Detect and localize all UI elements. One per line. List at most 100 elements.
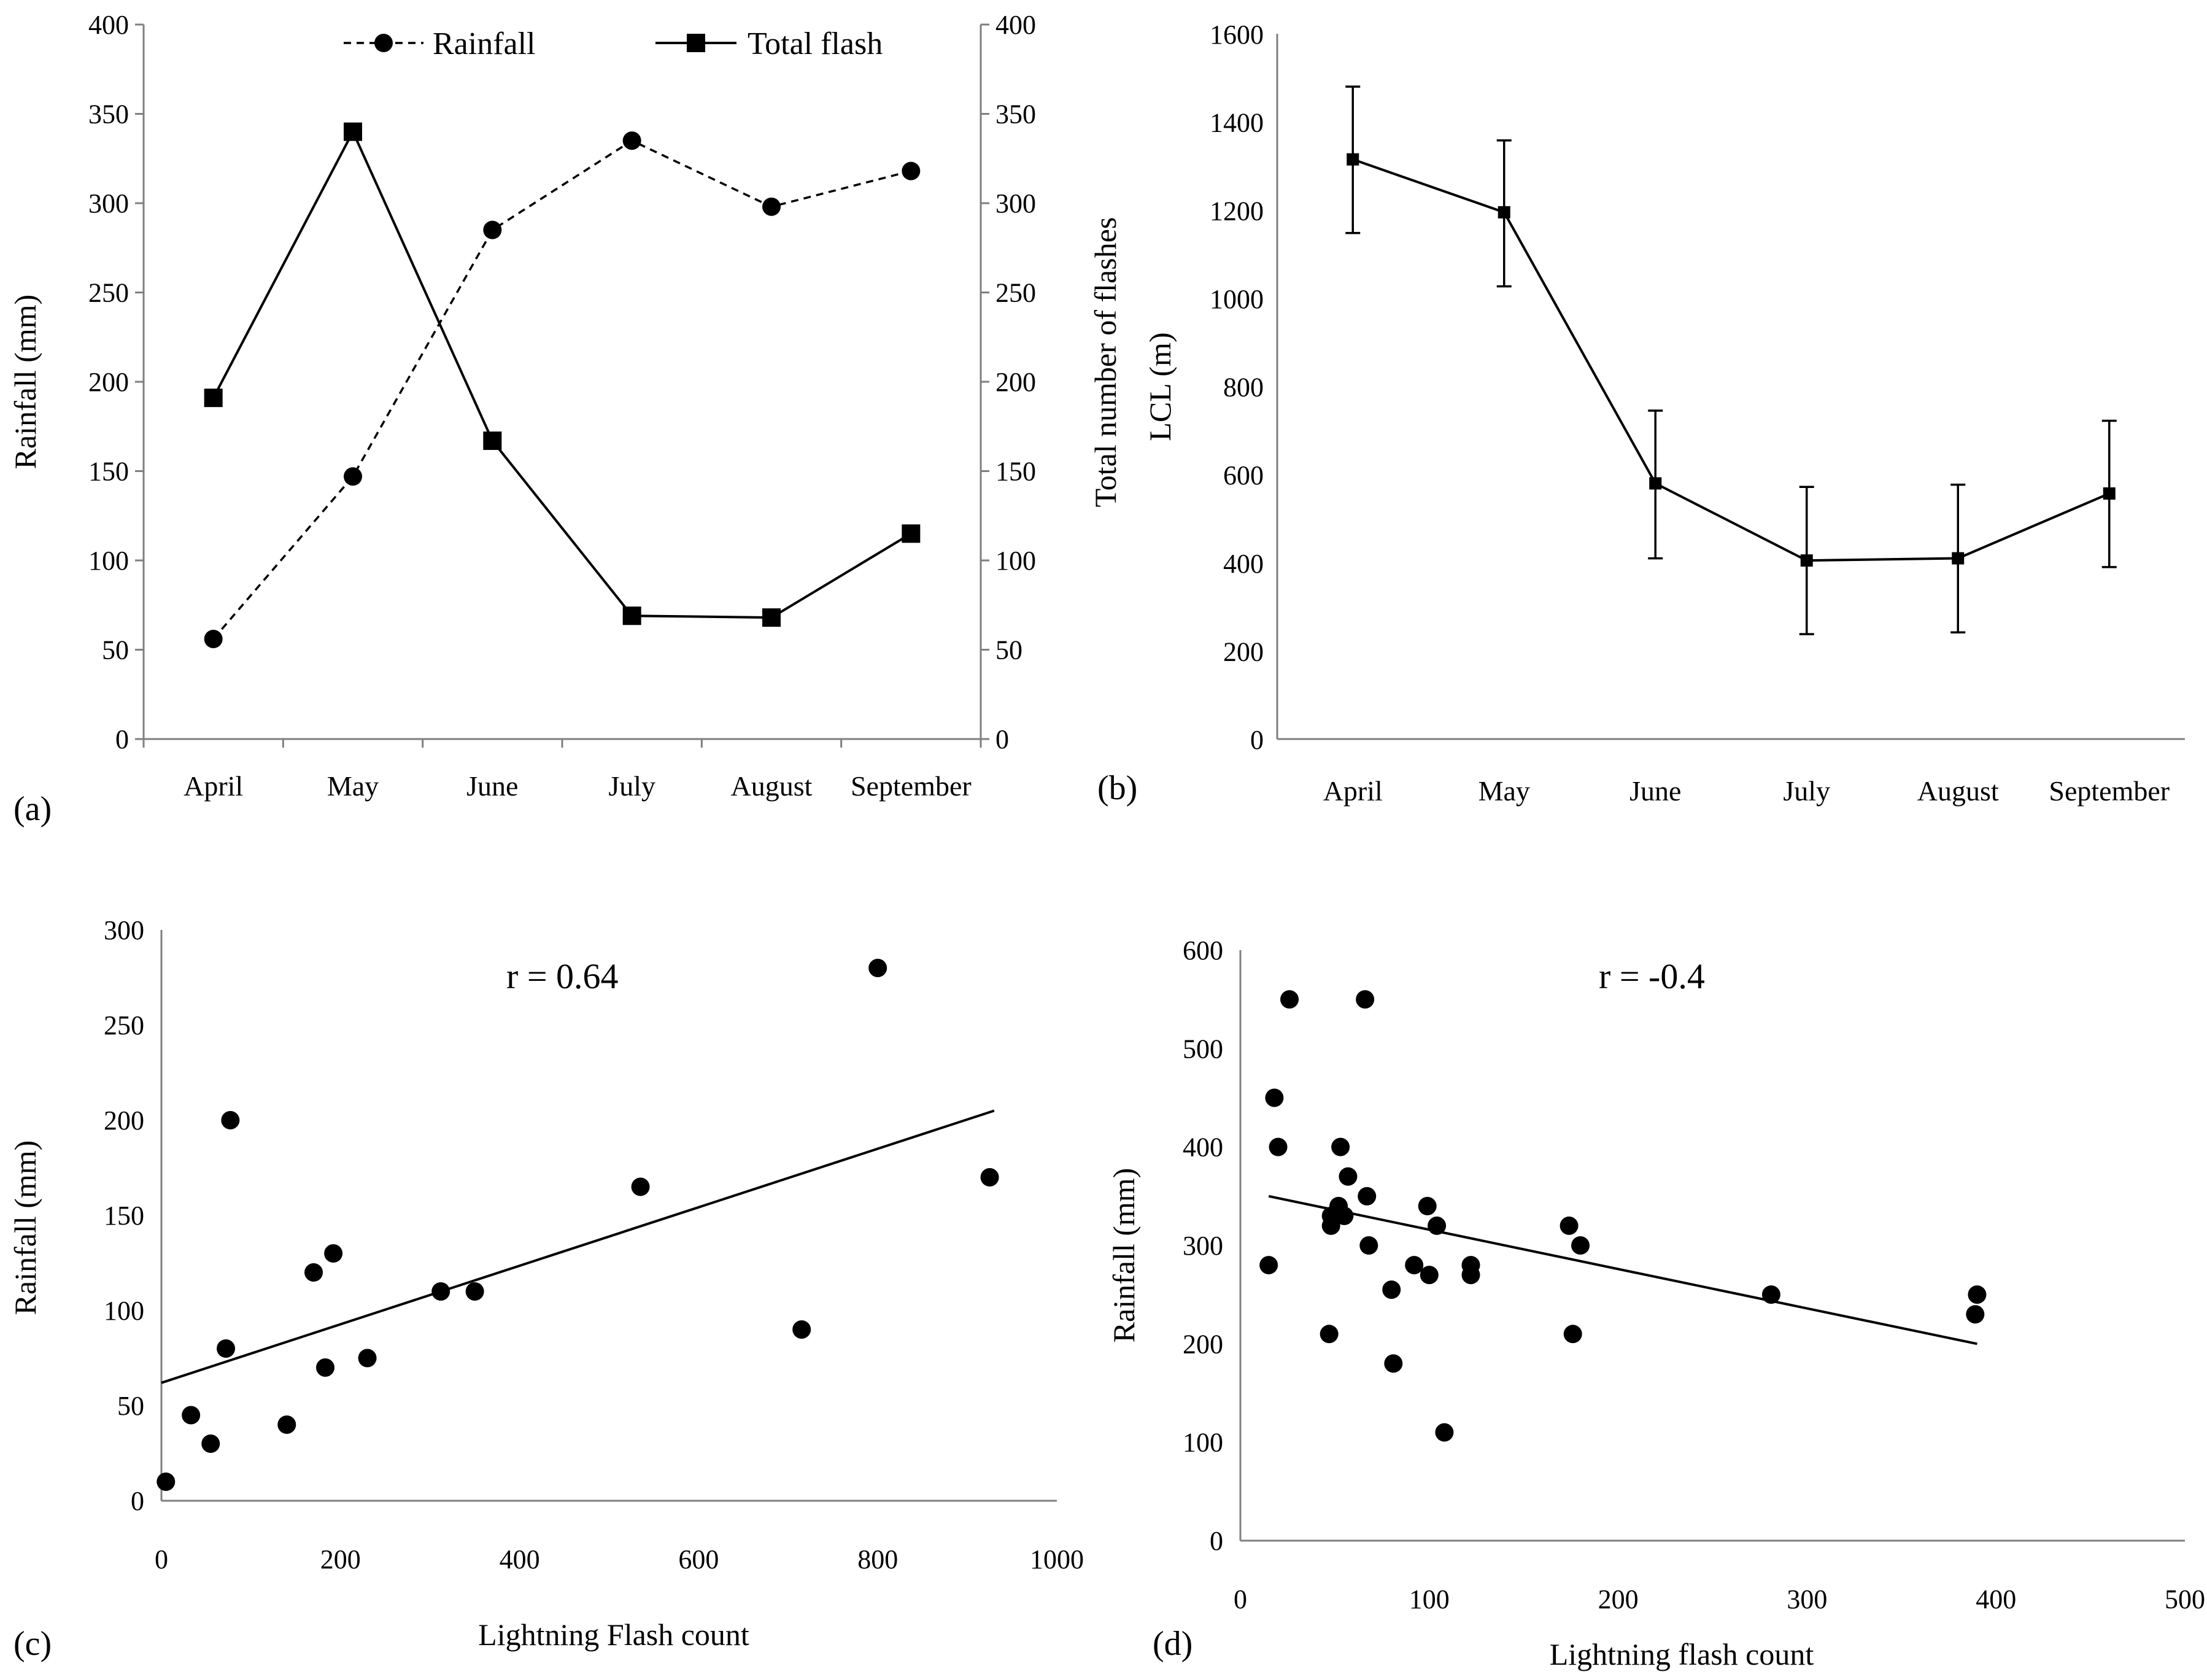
panel-c-data-point	[431, 1282, 450, 1301]
panel-b-y-tick-label: 600	[1223, 460, 1264, 490]
panel-b-category-label: September	[2049, 775, 2170, 807]
panel-c-data-point	[277, 1415, 296, 1434]
panel-a-y2-tick-label: 400	[995, 10, 1036, 40]
panel-d-y-tick-label: 100	[1183, 1428, 1223, 1458]
panel-b-y-tick-label: 0	[1250, 725, 1264, 755]
panel-c-y-label: Rainfall (mm)	[8, 1140, 42, 1315]
panel-d-data-point	[1428, 1216, 1447, 1235]
panel-c-data-point	[182, 1406, 201, 1425]
total-flash-point	[902, 524, 921, 543]
legend-total-flash-label: Total flash	[748, 26, 883, 61]
panel-a-category-label: September	[851, 770, 972, 802]
panel-c-y-tick-label: 300	[104, 915, 144, 945]
panel-a-category-label: April	[184, 770, 243, 802]
panel-d-y-tick-label: 300	[1183, 1231, 1223, 1261]
panel-d-x-tick-label: 100	[1409, 1584, 1450, 1614]
panel-c-data-point	[324, 1244, 343, 1263]
panel-c-x-tick-label: 0	[155, 1544, 168, 1574]
panel-a-y2-tick-label: 150	[995, 457, 1036, 487]
lcl-point	[1498, 206, 1510, 219]
panel-d-data-point	[1269, 1137, 1288, 1156]
lcl-point	[1347, 153, 1359, 166]
panel-b-category-label: August	[1917, 775, 1999, 807]
panel-d-x-tick-label: 500	[2165, 1584, 2205, 1614]
panel-d-label: (d)	[1153, 1625, 1192, 1663]
panel-d-data-point	[1259, 1256, 1278, 1275]
panel-d-data-point	[1761, 1285, 1780, 1304]
panel-d-data-point	[1560, 1216, 1579, 1235]
panel-c-data-point	[792, 1320, 811, 1339]
panel-c: 0 50 100 150 200 250 300 0 200 400 600 800 1000 r =…	[8, 915, 1084, 1663]
panel-d-data-point	[1571, 1236, 1590, 1255]
panel-b-category-label: July	[1783, 775, 1830, 807]
panel-c-y-tick-label: 200	[104, 1105, 144, 1136]
panel-d-x-tick-label: 200	[1598, 1584, 1639, 1614]
panel-b: 0 200 400 600 800 1000 1200 1400 1600 April May Ju…	[1097, 20, 2185, 807]
panel-c-data-point	[868, 959, 887, 977]
rainfall-point	[204, 630, 223, 649]
panel-c-data-point	[465, 1282, 484, 1301]
panel-d-data-point	[1966, 1305, 1985, 1324]
panel-b-y-tick-label: 1200	[1210, 196, 1264, 226]
panel-a: 0 50 100 150 200 250 300 350 400 0 50 100 150 200 250…	[8, 10, 1123, 828]
panel-a-y-tick-label: 50	[102, 635, 129, 665]
panel-c-data-point	[631, 1177, 650, 1196]
panel-b-category-label: April	[1323, 775, 1383, 807]
rainfall-point	[902, 161, 921, 180]
total-flash-series-line	[212, 129, 912, 619]
panel-c-data-point	[221, 1111, 240, 1129]
panel-a-y2-tick-label: 350	[995, 99, 1036, 130]
panel-a-category-label: July	[608, 770, 655, 802]
lcl-series-line	[1352, 158, 2110, 562]
panel-d-y-tick-label: 400	[1183, 1132, 1223, 1163]
rainfall-series-line	[212, 139, 911, 640]
panel-d-data-point	[1435, 1423, 1454, 1442]
panel-d-y-tick-label: 200	[1183, 1329, 1223, 1359]
panel-d-x-tick-label: 0	[1234, 1584, 1247, 1614]
legend-rainfall-label: Rainfall	[433, 26, 536, 61]
panel-a-y2-tick-label: 250	[995, 278, 1036, 308]
panel-d-data-point	[1968, 1285, 1987, 1304]
panel-a-y2-tick-label: 50	[995, 635, 1022, 665]
panel-b-label: (b)	[1097, 769, 1137, 807]
total-flash-point	[622, 606, 641, 625]
panel-c-data-point	[358, 1349, 377, 1368]
legend-total-flash-marker	[687, 34, 705, 52]
panel-a-y-tick-label: 300	[88, 188, 129, 219]
panel-a-y-tick-label: 0	[115, 724, 129, 754]
total-flash-point	[483, 432, 502, 451]
panel-d-data-point	[1331, 1137, 1350, 1156]
panel-d-data-point	[1280, 990, 1299, 1009]
total-flash-point	[204, 389, 223, 408]
panel-d-data-point	[1339, 1167, 1358, 1186]
panel-b-y-tick-label: 1400	[1210, 108, 1264, 138]
panel-b-category-label: May	[1478, 775, 1530, 807]
panel-c-x-tick-label: 800	[857, 1544, 898, 1574]
lcl-point	[1952, 552, 1965, 565]
panel-a-y2-tick-label: 200	[995, 367, 1036, 397]
panel-b-y-tick-label: 1600	[1210, 20, 1264, 50]
panel-c-y-tick-label: 50	[117, 1391, 144, 1421]
panel-a-category-label: June	[466, 770, 518, 802]
panel-a-y-tick-label: 100	[88, 546, 129, 576]
panel-d-x-tick-label: 400	[1976, 1584, 2016, 1614]
panel-d-y-tick-label: 600	[1183, 935, 1223, 966]
panel-c-data-point	[201, 1434, 220, 1453]
rainfall-point	[762, 197, 781, 216]
panel-a-y-tick-label: 200	[88, 367, 129, 397]
panel-c-correlation: r = 0.64	[506, 956, 619, 996]
panel-a-y-tick-label: 250	[88, 278, 129, 308]
panel-d-data-point	[1405, 1256, 1424, 1275]
panel-a-y2-label: Total number of flashes	[1088, 217, 1123, 508]
panel-d-y-tick-label: 500	[1183, 1034, 1223, 1064]
legend-rainfall-marker	[374, 34, 393, 52]
panel-d-trendline	[1268, 1194, 1977, 1345]
panel-c-data-point	[157, 1473, 176, 1491]
panel-a-y2-tick-label: 100	[995, 546, 1036, 576]
panel-a-y-tick-label: 350	[88, 99, 129, 130]
panel-d-data-point	[1420, 1266, 1439, 1285]
total-flash-point	[344, 122, 362, 141]
panel-c-y-tick-label: 250	[104, 1010, 144, 1040]
panel-d-data-point	[1418, 1196, 1437, 1215]
